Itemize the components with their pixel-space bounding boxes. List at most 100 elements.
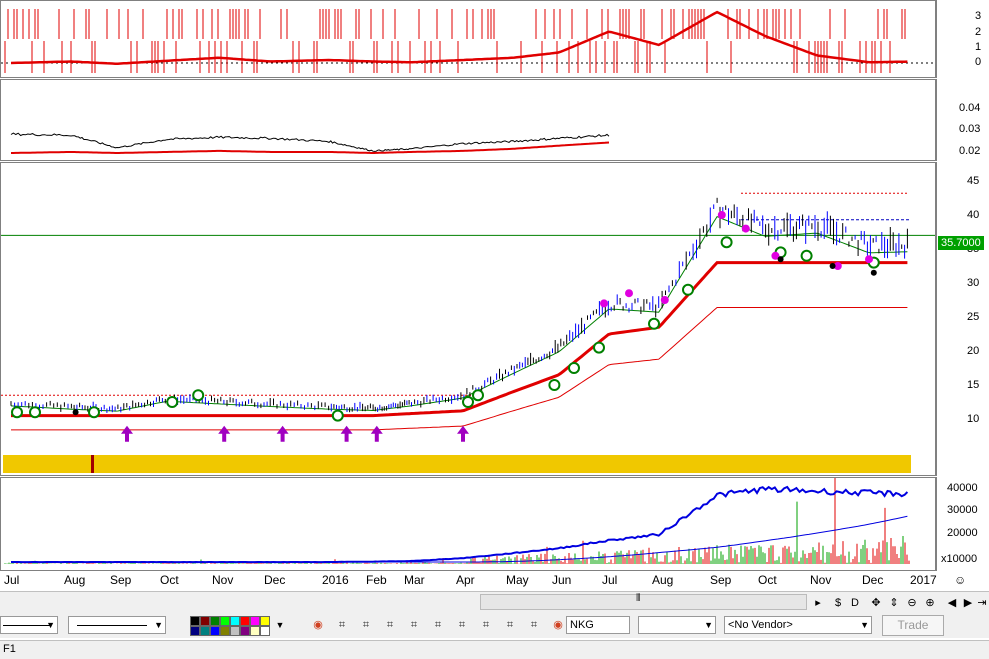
pink-dot [741, 224, 750, 233]
chart-icon[interactable]: ⌗ [362, 619, 370, 631]
buy-arrow-icon [121, 425, 133, 442]
horizontal-scrollbar[interactable]: ⦀ [480, 593, 807, 610]
month-label: Jul [4, 573, 20, 587]
month-label: Aug [64, 573, 86, 587]
month-label: Jul [602, 573, 618, 587]
dollar-icon[interactable]: $ [834, 597, 842, 609]
chart-icon[interactable]: ⌗ [434, 619, 442, 631]
indicator-line [10, 10, 908, 65]
move-icon[interactable]: ✥ [871, 597, 881, 609]
volume-axis: 40000 30000 20000 x10000 [936, 477, 989, 571]
axis-tick: x10000 [941, 553, 978, 565]
black-dot [829, 263, 836, 269]
axis-tick: 25 [967, 311, 980, 323]
band-marker [91, 455, 94, 473]
color-palette[interactable] [188, 615, 272, 637]
month-label: Oct [160, 573, 179, 587]
chart-icon[interactable]: ⌗ [386, 619, 394, 631]
black-dot [870, 269, 877, 276]
indicator-pane[interactable] [0, 0, 936, 78]
price-pane[interactable] [0, 162, 936, 476]
signal-marker [648, 317, 660, 330]
signal-marker [166, 396, 179, 408]
month-label: Nov [810, 573, 832, 587]
last-price-badge: 35.7000 [938, 236, 984, 250]
axis-tick: 0.02 [959, 145, 981, 157]
axis-tick: 3 [975, 10, 982, 22]
stop-line [11, 261, 908, 418]
chart-icon[interactable]: ⌗ [506, 619, 514, 631]
chart-icon[interactable]: ⌗ [458, 619, 466, 631]
signal-marker [593, 341, 605, 354]
signal-marker [192, 389, 205, 402]
line-style-select[interactable]: ▼ [0, 616, 58, 634]
price-chart [1, 192, 935, 473]
month-label: Nov [212, 573, 234, 587]
signal-marker [720, 236, 733, 249]
chart-icon[interactable]: ⌗ [338, 619, 346, 631]
month-label: Mar [404, 573, 425, 587]
ratio-chart [10, 132, 610, 154]
symbol-input[interactable]: NKG [566, 616, 630, 634]
date-axis: Jul Aug Sep Oct Nov Dec 2016 Feb Mar Apr May Jun Jul… [0, 571, 937, 591]
vendor-label: <No Vendor> [728, 619, 793, 631]
buy-arrow-icon [457, 425, 469, 442]
chart-icon[interactable]: ⌗ [530, 619, 538, 631]
signal-marker [568, 362, 580, 374]
toolbar-top: ⦀ ▸ $ D ✥ ⇕ ⊖ ⊕ ◀ ▶ ⇥ [0, 591, 989, 612]
trade-button[interactable]: Trade [882, 615, 944, 636]
d-icon[interactable]: D [851, 597, 859, 609]
scroll-right-icon[interactable]: ▸ [815, 597, 821, 609]
smiley-icon[interactable]: ☺ [954, 573, 967, 587]
axis-tick: 30000 [947, 504, 978, 516]
zoom-in-icon[interactable]: ⊕ [925, 597, 935, 609]
interval-select[interactable]: ▼ [638, 616, 716, 634]
signal-marker [548, 379, 561, 391]
pink-dot [771, 251, 780, 260]
black-dot [777, 256, 784, 263]
axis-tick: 15 [967, 379, 980, 391]
chrome-icon[interactable]: ◉ [313, 619, 323, 631]
signal-marker [462, 396, 474, 408]
prev-icon[interactable]: ◀ [947, 597, 957, 609]
month-label: Jun [552, 573, 572, 587]
chrome-icon[interactable]: ◉ [553, 619, 563, 631]
line-width-select[interactable]: ▼ [68, 616, 166, 634]
indicator-chart [1, 9, 935, 73]
pink-dot [717, 211, 726, 219]
ratio-axis: 0.04 0.03 0.02 [936, 79, 989, 161]
signal-marker [682, 283, 694, 296]
month-label: 2016 [322, 573, 349, 587]
month-label: Sep [710, 573, 732, 587]
axis-tick: 0 [975, 56, 982, 68]
indicator-axis: 3 2 1 0 [936, 0, 989, 78]
ratio-pane[interactable] [0, 79, 936, 161]
volume-pane[interactable] [0, 477, 936, 571]
next-icon[interactable]: ▶ [963, 597, 973, 609]
axis-tick: 45 [967, 175, 980, 187]
palette-dropdown-icon[interactable]: ▼ [275, 620, 285, 630]
axis-tick: 20000 [947, 527, 978, 539]
month-label: Dec [264, 573, 286, 587]
volume-chart [4, 478, 910, 564]
axis-tick: 20 [967, 345, 980, 357]
chart-icon[interactable]: ⌗ [482, 619, 490, 631]
pink-dot [660, 296, 669, 304]
axis-tick: 10 [967, 413, 980, 425]
chart-icon[interactable]: ⌗ [410, 619, 418, 631]
vendor-select[interactable]: <No Vendor> ▼ [724, 616, 872, 634]
axis-tick: 1 [975, 41, 982, 53]
month-label: Apr [456, 573, 475, 587]
expand-icon[interactable]: ⇕ [889, 597, 899, 609]
month-label: Dec [862, 573, 884, 587]
buy-arrow-icon [276, 425, 289, 442]
month-label: 2017 [910, 573, 937, 587]
end-icon[interactable]: ⇥ [977, 597, 987, 609]
axis-tick: 0.03 [959, 123, 981, 135]
month-label: Sep [110, 573, 132, 587]
axis-tick: 40 [967, 209, 980, 221]
month-label: Oct [758, 573, 777, 587]
signal-marker [11, 406, 23, 419]
signal-marker [331, 409, 344, 422]
zoom-out-icon[interactable]: ⊖ [907, 597, 917, 609]
